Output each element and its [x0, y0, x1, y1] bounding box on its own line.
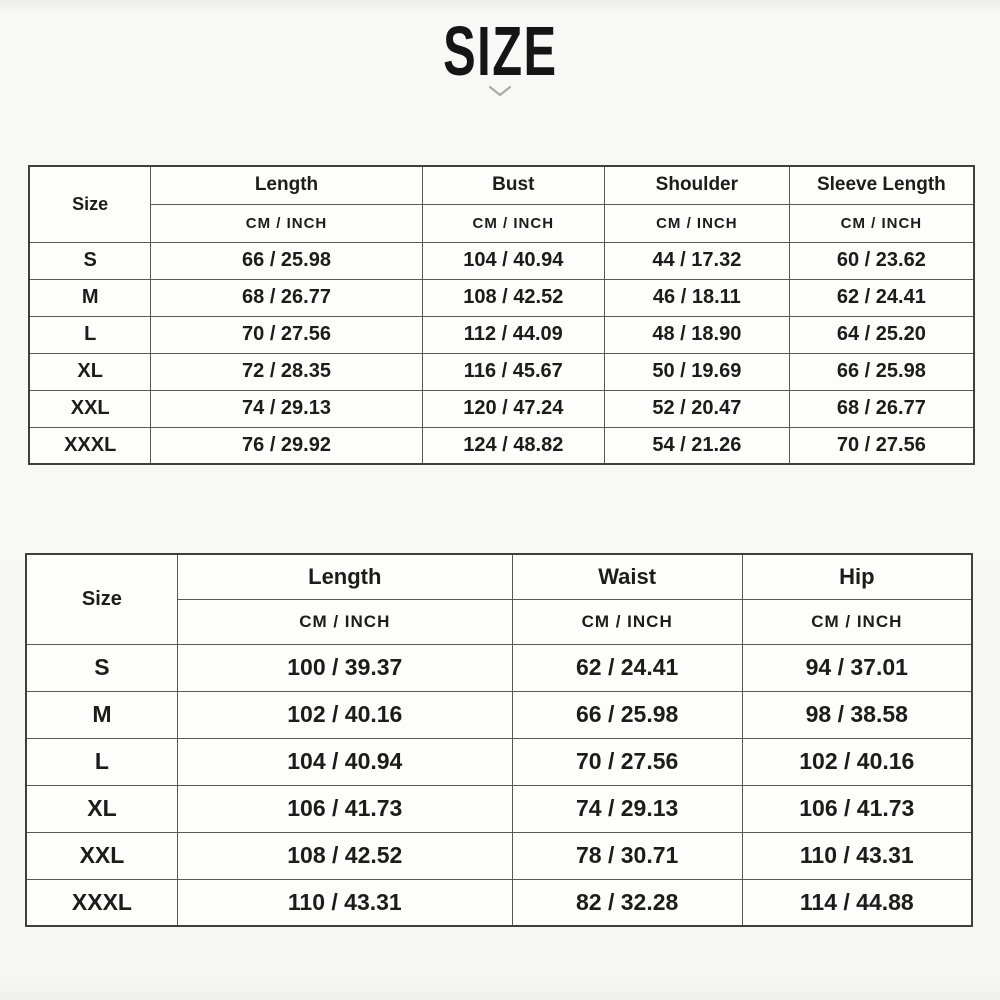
size-cell: S — [28, 241, 152, 280]
waist-cell: 66 / 25.98 — [511, 690, 743, 739]
length-cell: 70 / 27.56 — [150, 315, 423, 354]
bust-cell: 108 / 42.52 — [421, 278, 605, 317]
unit-label: CM / INCH — [511, 598, 743, 645]
shoulder-cell: 52 / 20.47 — [603, 389, 790, 428]
size-cell: XL — [25, 784, 178, 833]
length-cell: 110 / 43.31 — [176, 878, 513, 927]
shoulder-column-header: Shoulder — [603, 165, 790, 205]
shoulder-cell: 44 / 17.32 — [603, 241, 790, 280]
sleeve-length-cell: 70 / 27.56 — [788, 426, 975, 465]
table-row-xxxl: XXXL 110 / 43.31 82 / 32.28 114 / 44.88 — [25, 878, 973, 927]
hip-cell: 114 / 44.88 — [741, 878, 973, 927]
header-row: Size Length Waist Hip — [25, 553, 973, 645]
length-cell: 100 / 39.37 — [176, 643, 513, 692]
bust-cell: 124 / 48.82 — [421, 426, 605, 465]
unit-label: CM / INCH — [788, 203, 975, 243]
waist-column-header: Waist — [511, 553, 743, 600]
sleeve-length-cell: 62 / 24.41 — [788, 278, 975, 317]
size-column-header: Size — [28, 165, 152, 243]
length-cell: 66 / 25.98 — [150, 241, 423, 280]
size-cell: XL — [28, 352, 152, 391]
table-row-s: S 100 / 39.37 62 / 24.41 94 / 37.01 — [25, 643, 973, 692]
bust-cell: 104 / 40.94 — [421, 241, 605, 280]
length-cell: 68 / 26.77 — [150, 278, 423, 317]
sleeve-length-cell: 60 / 23.62 — [788, 241, 975, 280]
size-cell: L — [28, 315, 152, 354]
size-column-header: Size — [25, 553, 178, 645]
table-row-m: M 102 / 40.16 66 / 25.98 98 / 38.58 — [25, 690, 973, 739]
size-cell: L — [25, 737, 178, 786]
sleeve-length-cell: 66 / 25.98 — [788, 352, 975, 391]
lower-size-table: Size Length Waist Hip CM / INCH CM / INC… — [25, 553, 973, 927]
sleeve-length-cell: 64 / 25.20 — [788, 315, 975, 354]
unit-row: CM / INCH CM / INCH CM / INCH CM / INCH — [29, 203, 975, 243]
waist-cell: 74 / 29.13 — [511, 784, 743, 833]
length-cell: 108 / 42.52 — [176, 831, 513, 880]
size-cell: M — [28, 278, 152, 317]
unit-label: CM / INCH — [603, 203, 790, 243]
bust-cell: 120 / 47.24 — [421, 389, 605, 428]
waist-cell: 82 / 32.28 — [511, 878, 743, 927]
length-cell: 106 / 41.73 — [176, 784, 513, 833]
unit-label: CM / INCH — [150, 203, 423, 243]
length-column-header: Length — [176, 553, 513, 600]
table-row-s: S 66 / 25.98 104 / 40.94 44 / 17.32 60 /… — [28, 241, 975, 280]
length-cell: 102 / 40.16 — [176, 690, 513, 739]
hip-cell: 98 / 38.58 — [741, 690, 973, 739]
shoulder-cell: 46 / 18.11 — [603, 278, 790, 317]
bust-cell: 116 / 45.67 — [421, 352, 605, 391]
waist-cell: 62 / 24.41 — [511, 643, 743, 692]
hip-cell: 106 / 41.73 — [741, 784, 973, 833]
table-row-xl: XL 72 / 28.35 116 / 45.67 50 / 19.69 66 … — [28, 352, 975, 391]
length-cell: 72 / 28.35 — [150, 352, 423, 391]
sleeve-length-column-header: Sleeve Length — [788, 165, 975, 205]
unit-label: CM / INCH — [421, 203, 605, 243]
unit-row: CM / INCH CM / INCH CM / INCH — [26, 598, 973, 645]
length-cell: 104 / 40.94 — [176, 737, 513, 786]
hip-column-header: Hip — [741, 553, 973, 600]
unit-label: CM / INCH — [176, 598, 513, 645]
unit-label: CM / INCH — [741, 598, 973, 645]
table-row-m: M 68 / 26.77 108 / 42.52 46 / 18.11 62 /… — [28, 278, 975, 317]
hip-cell: 94 / 37.01 — [741, 643, 973, 692]
size-cell: M — [25, 690, 178, 739]
table-row-l: L 70 / 27.56 112 / 44.09 48 / 18.90 64 /… — [28, 315, 975, 354]
hip-cell: 110 / 43.31 — [741, 831, 973, 880]
table-row-xxxl: XXXL 76 / 29.92 124 / 48.82 54 / 21.26 7… — [28, 426, 975, 465]
upper-size-table: Size Length Bust Shoulder Sleeve Length … — [28, 165, 975, 465]
shoulder-cell: 48 / 18.90 — [603, 315, 790, 354]
waist-cell: 78 / 30.71 — [511, 831, 743, 880]
size-cell: XXXL — [25, 878, 178, 927]
table-row-xxl: XXL 74 / 29.13 120 / 47.24 52 / 20.47 68… — [28, 389, 975, 428]
chevron-area — [0, 84, 1000, 98]
hip-cell: 102 / 40.16 — [741, 737, 973, 786]
chevron-down-icon — [488, 85, 512, 97]
sleeve-length-cell: 68 / 26.77 — [788, 389, 975, 428]
bust-column-header: Bust — [421, 165, 605, 205]
shoulder-cell: 50 / 19.69 — [603, 352, 790, 391]
waist-cell: 70 / 27.56 — [511, 737, 743, 786]
length-column-header: Length — [150, 165, 423, 205]
table-row-xxl: XXL 108 / 42.52 78 / 30.71 110 / 43.31 — [25, 831, 973, 880]
header-row: Size Length Bust Shoulder Sleeve Length — [28, 165, 975, 243]
size-cell: XXXL — [28, 426, 152, 465]
table-row-l: L 104 / 40.94 70 / 27.56 102 / 40.16 — [25, 737, 973, 786]
size-cell: S — [25, 643, 178, 692]
size-cell: XXL — [28, 389, 152, 428]
size-cell: XXL — [25, 831, 178, 880]
length-cell: 76 / 29.92 — [150, 426, 423, 465]
title-area: SIZE — [0, 11, 1000, 90]
page-title: SIZE — [442, 11, 558, 90]
table-row-xl: XL 106 / 41.73 74 / 29.13 106 / 41.73 — [25, 784, 973, 833]
shoulder-cell: 54 / 21.26 — [603, 426, 790, 465]
length-cell: 74 / 29.13 — [150, 389, 423, 428]
bust-cell: 112 / 44.09 — [421, 315, 605, 354]
